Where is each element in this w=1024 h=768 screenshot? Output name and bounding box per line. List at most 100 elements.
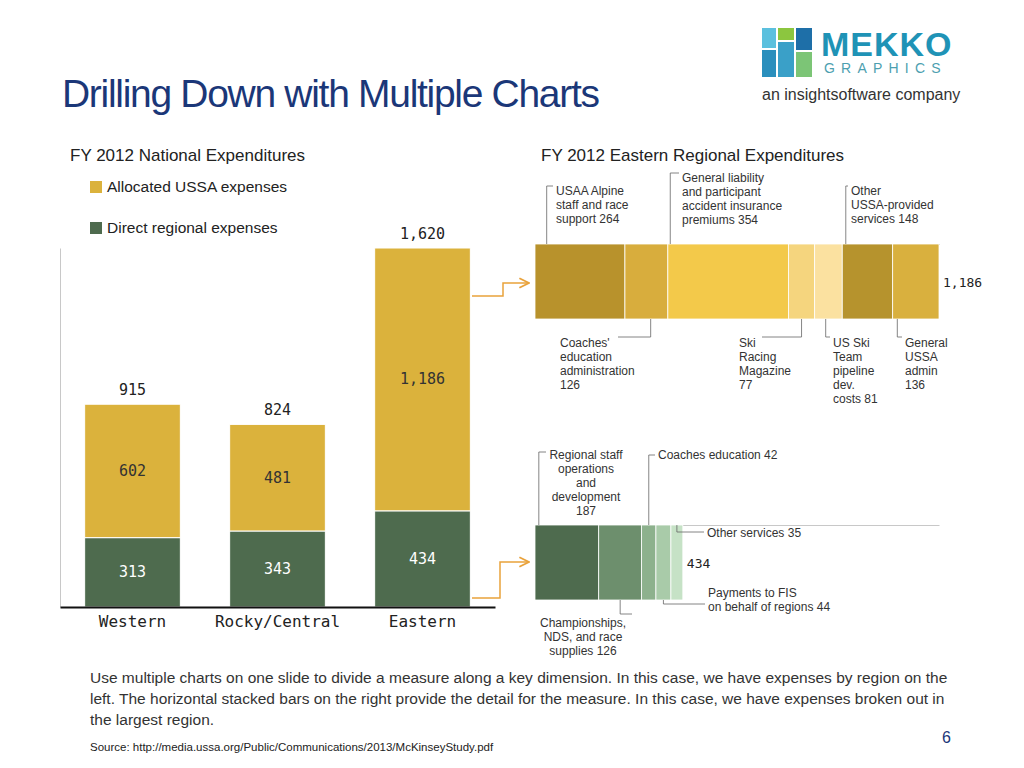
callout-value: 126 [560, 378, 580, 392]
callout-name: USSA [905, 350, 938, 364]
bar-segment [788, 244, 814, 319]
callout-name: costs [833, 392, 864, 406]
callout-name: supplies [549, 644, 596, 658]
bar-segment [85, 404, 181, 537]
callout-name: services [851, 212, 898, 226]
logo-block [762, 28, 776, 48]
callout-line: 187 [576, 504, 596, 518]
callout-name: Magazine [739, 364, 791, 378]
callout-line: Ski [739, 336, 756, 350]
callout-leader [670, 173, 679, 244]
callout-line: 126 [560, 378, 580, 392]
labels: Regional staffoperationsanddevelopment18… [539, 448, 831, 658]
slide-canvas: Drilling Down with Multiple Charts MEKKO G… [0, 0, 1024, 768]
bar-segment [656, 525, 671, 600]
logo-block [778, 42, 794, 77]
chart: FY 2012 National Expenditures31334343460… [61, 146, 496, 631]
callout-value: 81 [864, 392, 878, 406]
data-label: 343 [264, 560, 291, 578]
logo-block [778, 28, 794, 40]
callout-leader [649, 455, 655, 525]
logo-block [796, 28, 812, 50]
bar-segment [375, 511, 471, 607]
connector-arrow [472, 283, 529, 296]
total-label: 1,620 [400, 225, 445, 243]
bar-segment [535, 244, 625, 319]
callout-name: Coaches' [560, 336, 610, 350]
callout-value: 35 [788, 526, 802, 540]
callout-leader [547, 186, 553, 244]
legend: Allocated USSA expensesDirect regional e… [90, 178, 287, 236]
x-tick-label: Western [99, 612, 166, 631]
total-label: 434 [687, 556, 711, 571]
legend-label: Direct regional expenses [107, 219, 278, 236]
bar-segment [842, 244, 892, 319]
labels: USAA Alpinestaff and racesupport 264Coac… [547, 171, 982, 406]
x-tick: Rocky/Central [215, 612, 340, 631]
callout-line: Coaches' [560, 336, 610, 350]
callout-line: Team [833, 350, 862, 364]
callout-line: Magazine [739, 364, 791, 378]
chart-title: FY 2012 Eastern Regional Expenditures [541, 146, 844, 165]
callout-label: OtherUSSA-providedservices 148 [851, 184, 934, 226]
data-label: 1,186 [400, 370, 445, 388]
callout-line: administration [560, 364, 635, 378]
callout-line: USSA [905, 350, 938, 364]
callout-label: GeneralUSSAadmin136 [905, 336, 948, 392]
callout-name: accident insurance [682, 199, 782, 213]
callout-name: Racing [739, 350, 776, 364]
callout-value: 44 [817, 600, 831, 614]
callout-line: Championships, [540, 616, 626, 630]
callout-leader [762, 319, 802, 337]
callout-line: education [560, 350, 612, 364]
bar-segment [230, 531, 326, 607]
labels: 3133434346024811,1869158241,620 [119, 225, 445, 581]
callout-line: accident insurance [682, 199, 782, 213]
callout-line: NDS, and race [544, 630, 623, 644]
logo-block [796, 52, 812, 77]
callout-name: Ski [739, 336, 756, 350]
callout-name: admin [905, 364, 938, 378]
callout-line: costs 81 [833, 392, 878, 406]
bar-segment [599, 525, 642, 600]
callout-leader [618, 319, 651, 337]
bar-segment [625, 244, 668, 319]
logo-name: MEKKO [821, 25, 953, 63]
callout-label: Regional staffoperationsanddevelopment18… [549, 448, 623, 518]
callout-label: Payments to FISon behalf of regions 44 [708, 586, 830, 614]
chart: FY 2012 Eastern Regional Expenditures USA… [535, 146, 982, 406]
callout-line: USSA-provided [851, 198, 934, 212]
callout-leader [897, 319, 902, 337]
callout-name: Payments to FIS [708, 586, 797, 600]
callout-label: US SkiTeampipelinedev.costs 81 [833, 336, 878, 406]
bar-segment [230, 424, 326, 531]
callout-name: premiums [682, 213, 738, 227]
caption: Use multiple charts on one slide to divi… [90, 667, 958, 730]
callout-name: pipeline [833, 364, 875, 378]
x-tick: Western [99, 612, 166, 631]
legend-swatch [90, 181, 102, 193]
callout-label: General liabilityand participantaccident… [682, 171, 782, 227]
callout-name: US Ski [833, 336, 870, 350]
callout-name: USAA Alpine [556, 184, 624, 198]
callout-line: premiums 354 [682, 213, 758, 227]
callout-line: Racing [739, 350, 776, 364]
data-label: 481 [264, 469, 291, 487]
bar-segment [642, 525, 656, 600]
total-label: 824 [264, 401, 291, 419]
callout-line: Payments to FIS [708, 586, 797, 600]
axis-line [60, 249, 61, 608]
x-tick: Eastern [389, 612, 456, 631]
x-tick-label: Eastern [389, 612, 456, 631]
callout-name: Coaches education [658, 448, 764, 462]
callout-line: services 148 [851, 212, 919, 226]
callout-leader [826, 319, 830, 337]
callout-line: USAA Alpine [556, 184, 624, 198]
callout-leader [620, 600, 632, 614]
slide-title: Drilling Down with Multiple Charts [62, 72, 599, 115]
chart: Regional staffoperationsanddevelopment18… [535, 448, 940, 658]
callout-name: NDS, and race [544, 630, 623, 644]
callout-name: and [576, 476, 596, 490]
callout-line: 77 [739, 378, 753, 392]
callout-line: and [576, 476, 596, 490]
